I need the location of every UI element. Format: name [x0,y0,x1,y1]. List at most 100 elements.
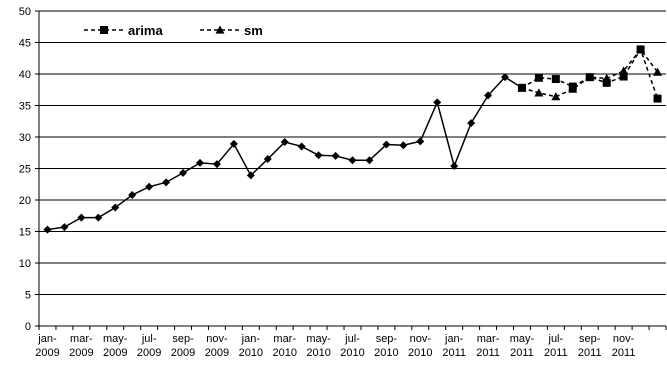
y-tick-label: 5 [25,290,31,302]
data-point-observed [246,171,255,180]
series-sm-line [521,48,659,98]
x-tick-label-month: jul- [344,333,360,345]
x-tick-label-month: mar- [477,333,500,345]
data-point-observed [399,141,408,150]
data-point-observed [416,137,425,146]
data-point-observed [179,168,188,177]
x-tick-label-month: jan- [37,333,57,345]
data-point-observed [348,156,357,165]
data-point-observed [43,225,52,234]
data-point-sm [551,92,561,101]
y-tick-label: 0 [25,321,31,333]
data-point-arima [551,75,560,84]
data-point-sm [517,83,527,92]
y-tick-label: 25 [19,164,31,176]
data-point-arima [534,73,543,82]
x-tick-label-month: sep- [579,333,601,345]
series-lines [43,44,663,234]
x-tick-label-year: 2010 [408,347,432,359]
y-tick-label: 50 [19,6,31,18]
x-tick-label-year: 2010 [239,347,263,359]
data-point-sm [534,88,544,97]
legend-arima-square-marker [100,26,108,34]
y-tick-label: 40 [19,69,31,81]
x-tick-label-month: nov- [410,333,432,345]
data-point-arima [653,94,662,103]
x-tick-label-year: 2009 [69,347,93,359]
x-tick-label-month: sep- [376,333,398,345]
legend: arima sm [84,23,263,38]
x-tick-label-year: 2011 [612,347,636,359]
data-point-sm [585,72,595,81]
x-tick-label-month: may- [103,333,128,345]
series-observed-line [47,76,523,231]
x-tick-label-year: 2009 [137,347,161,359]
x-axis-tick-labels: jan- 2009 mar- 2009 may- 2009 jul- 2009 sep- 2009… [35,333,635,359]
x-tick-label-year: 2011 [544,347,568,359]
data-point-observed [212,160,221,169]
data-point-observed [263,155,272,164]
data-point-observed [331,151,340,160]
data-point-observed [382,140,391,149]
data-point-observed [314,151,323,160]
series-observed [43,73,526,234]
x-tick-label-month: may- [510,333,535,345]
data-point-observed [433,98,442,107]
legend-sm-label: sm [244,23,263,38]
x-tick-label-month: sep- [172,333,194,345]
y-tick-label: 30 [19,132,31,144]
x-tick-label-year: 2011 [442,347,466,359]
x-tick-label-year: 2010 [272,347,296,359]
data-point-observed [94,213,103,222]
data-point-arima [602,78,611,87]
y-tick-label: 45 [19,38,31,50]
x-tick-label-year: 2010 [374,347,398,359]
x-tick-label-month: jul- [548,333,564,345]
data-point-observed [450,161,459,170]
legend-item-arima: arima [84,23,163,38]
data-point-observed [229,139,238,148]
x-tick-label-month: may- [306,333,331,345]
y-tick-label: 15 [19,227,31,239]
data-point-observed [60,223,69,232]
data-point-observed [128,190,137,199]
legend-item-sm: sm [200,23,263,38]
data-point-observed [162,178,171,187]
x-tick-label-month: mar- [273,333,296,345]
y-tick-label: 20 [19,195,31,207]
data-point-sm [636,44,646,54]
x-tick-label-month: jan- [444,333,464,345]
y-axis-tick-labels: 0 5 10 15 20 25 30 35 40 45 50 [19,6,31,333]
x-tick-label-year: 2009 [171,347,195,359]
data-point-observed [467,119,476,128]
series-sm [517,44,663,101]
y-tick-label: 10 [19,258,31,270]
legend-sm-triangle-marker [215,25,225,34]
legend-arima-label: arima [128,23,163,38]
data-point-observed [484,91,493,100]
x-tick-label-year: 2011 [476,347,500,359]
data-point-observed [280,138,289,147]
y-tick-label: 35 [19,101,31,113]
x-tick-label-month: jul- [141,333,157,345]
x-tick-label-year: 2010 [340,347,364,359]
data-point-observed [365,156,374,165]
data-point-observed [501,73,510,82]
data-point-observed [297,142,306,151]
data-point-sm [619,66,629,75]
data-point-observed [111,203,120,212]
x-tick-label-year: 2009 [103,347,127,359]
x-tick-label-year: 2010 [306,347,330,359]
x-tick-label-year: 2009 [35,347,59,359]
data-point-sm [602,73,612,83]
data-point-observed [77,213,86,222]
gridlines [39,10,666,295]
x-tick-label-month: mar- [70,333,93,345]
x-tick-label-month: nov- [206,333,228,345]
data-point-observed [195,158,204,167]
data-point-sm [653,67,663,76]
data-point-arima [619,72,628,81]
x-tick-label-year: 2009 [205,347,229,359]
x-tick-label-year: 2011 [578,347,602,359]
